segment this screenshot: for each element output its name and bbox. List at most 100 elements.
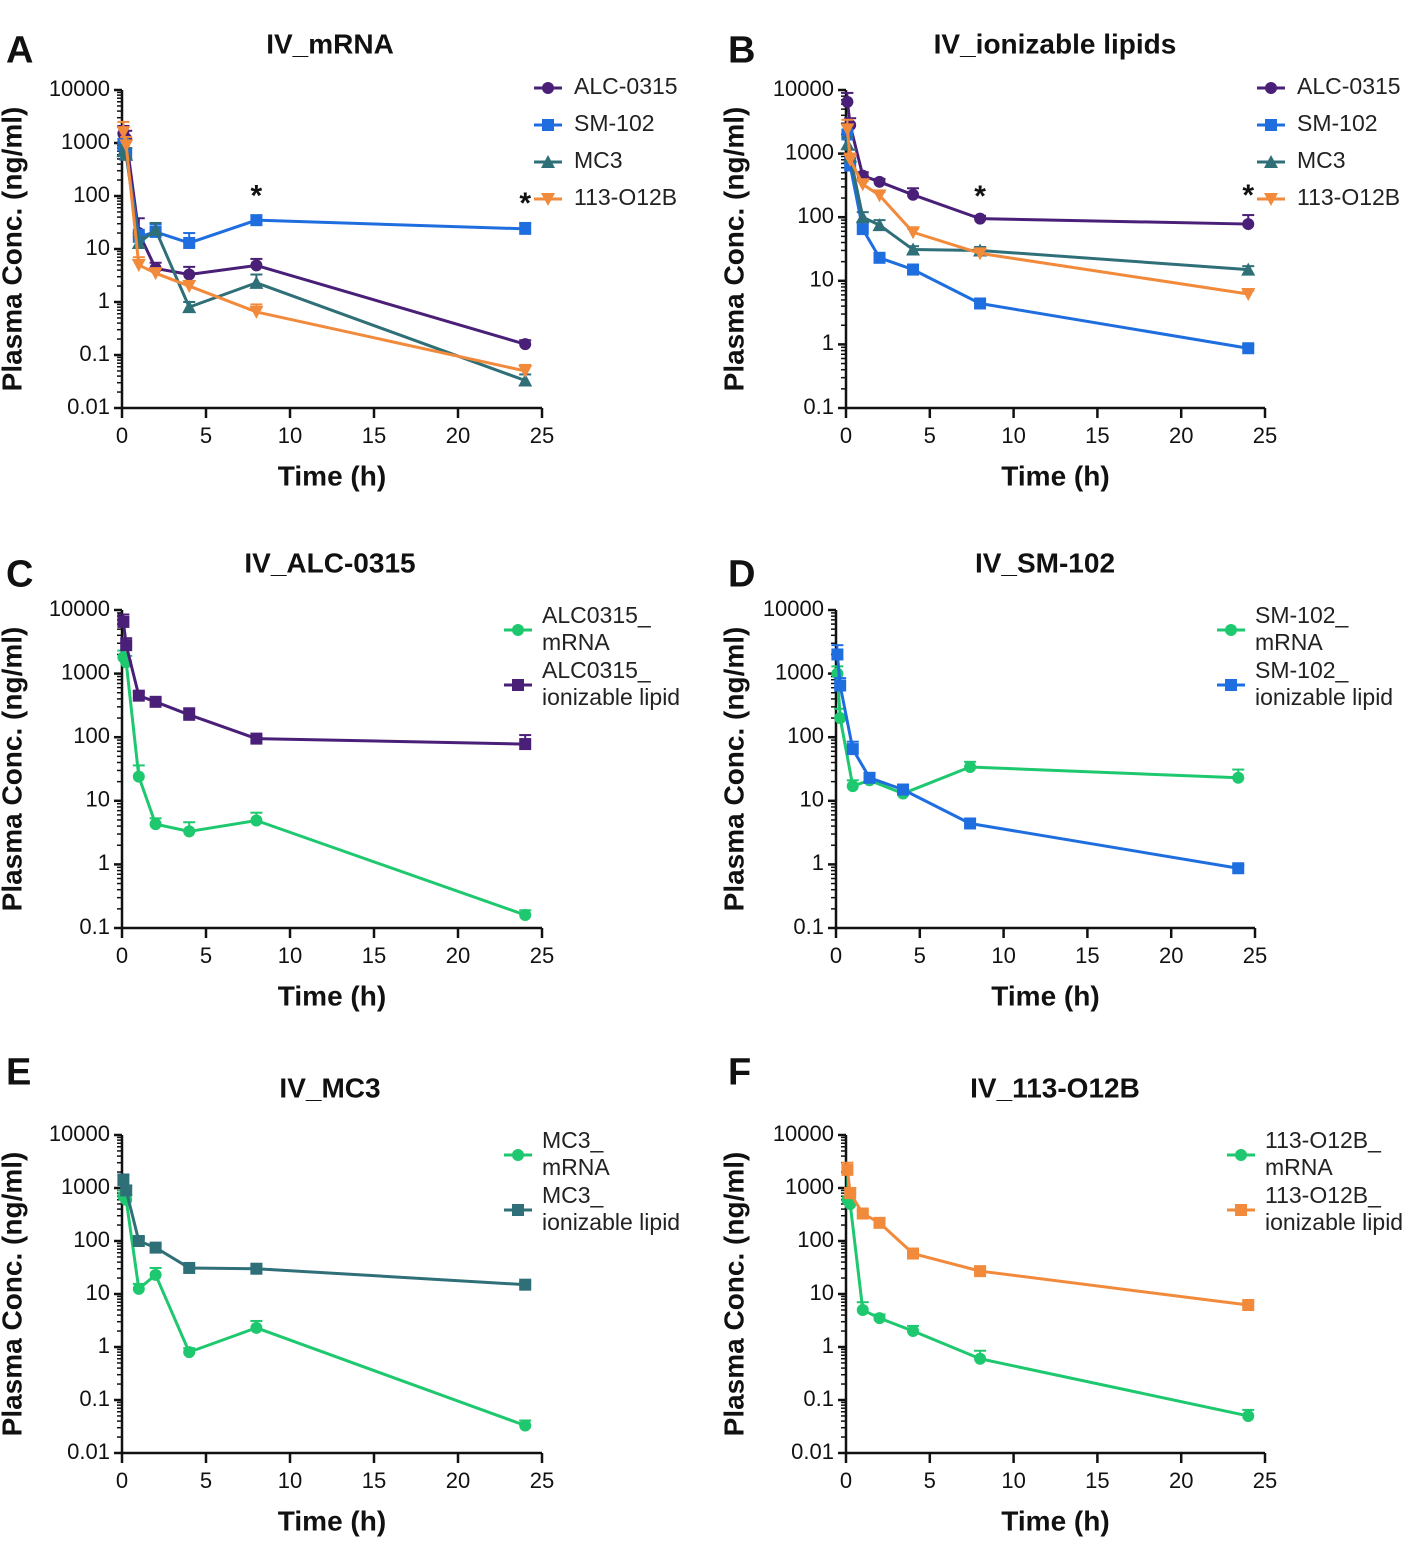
x-tick-label: 0 [830,943,842,968]
series-line [122,150,526,382]
data-point [117,615,130,628]
y-tick-label: 1 [98,288,110,313]
y-tick-label: 0.1 [803,394,834,419]
data-point [518,364,533,378]
data-point [132,1235,145,1247]
x-tick-label: 10 [1001,423,1025,448]
data-point [846,743,859,756]
data-point [872,218,887,232]
x-axis-title: Time (h) [278,980,386,1011]
series-0 [117,649,532,922]
legend-label: ionizable lipid [1265,1209,1403,1235]
chart-title: IV_SM-102 [975,547,1115,578]
data-point [843,153,858,167]
legend-label: 113-O12B [574,184,677,210]
legend-label: SM-102_ [1255,657,1350,683]
data-point [831,648,844,661]
series-line [122,656,526,917]
data-point [840,123,855,137]
legend-label: MC3_ [542,1127,605,1153]
panel-letter: D [728,553,755,595]
y-axis-title: Plasma Conc. (ng/ml) [718,627,749,912]
data-point [872,189,887,203]
data-point [518,373,533,387]
x-tick-label: 5 [200,1468,212,1493]
data-point [183,1261,196,1274]
y-tick-label: 0.1 [79,341,110,366]
x-tick-label: 20 [1169,1468,1193,1493]
data-point [841,95,854,108]
data-point [149,1241,162,1254]
data-point [131,258,146,272]
chart-panel-a: A IV_mRNA 0.01 0.1 1 10 100 1000 10000 0 5 10 15 20 25… [0,28,678,491]
legend-label: SM-102_ [1255,602,1350,628]
data-point [519,338,532,351]
x-tick-label: 25 [530,1468,554,1493]
series-line [846,1198,1249,1418]
y-tick-label: 100 [787,723,824,748]
data-point [907,1325,920,1338]
series-3 [840,118,1256,302]
y-tick-label: 0.1 [79,914,110,939]
significance-marker: * [251,179,263,212]
y-tick-label: 1000 [785,1174,834,1199]
data-point [249,305,264,319]
data-point [148,222,163,236]
series-0 [831,665,1245,800]
data-point [974,297,987,310]
y-tick-label: 10000 [773,76,834,101]
legend-label: mRNA [1255,629,1323,655]
y-axis-title: Plasma Conc. (ng/ml) [718,107,749,392]
data-point [856,1207,869,1220]
x-axis-title: Time (h) [1001,460,1109,491]
legend: ALC-0315 SM-102 MC3 113-O12B [1257,73,1401,210]
y-axis-title: Plasma Conc. (ng/ml) [718,1152,749,1437]
y-axis-title: Plasma Conc. (ng/ml) [0,627,27,912]
data-point [1241,262,1256,276]
y-axis-title: Plasma Conc. (ng/ml) [0,1152,27,1437]
y-tick-label: 1000 [775,659,824,684]
legend-marker [1225,624,1237,636]
data-point [183,1346,196,1359]
data-point [120,639,133,652]
x-tick-label: 5 [924,1468,936,1493]
data-point [856,223,869,236]
y-tick-label: 0.1 [793,914,824,939]
significance-marker: * [974,180,986,213]
x-axis-title: Time (h) [1001,1505,1109,1536]
chart-panel-e: E IV_MC3 0.01 0.1 1 10 100 1000 10000 0 5 10 15 20 25 T… [0,1051,680,1536]
series-1 [117,137,532,249]
legend-marker [512,624,524,636]
data-point [519,909,532,922]
data-point [1242,342,1255,355]
legend-label: SM-102 [1297,110,1378,136]
y-tick-label: 100 [797,1227,834,1252]
x-tick-label: 15 [362,423,386,448]
y-tick-label: 1000 [785,139,834,164]
panel-letter: F [728,1051,751,1093]
chart-title: IV_ALC-0315 [244,547,415,578]
x-tick-label: 10 [991,943,1015,968]
data-point [250,214,263,227]
legend-marker [542,82,554,94]
data-point [183,708,196,721]
data-point [183,268,196,281]
legend-label: mRNA [542,1154,610,1180]
x-tick-label: 5 [200,943,212,968]
x-axis-title: Time (h) [278,460,386,491]
y-tick-label: 0.01 [791,1439,834,1464]
chart-panel-d: D IV_SM-102 0.1 1 10 100 1000 10000 0 5 10 15 20 25 Ti… [718,547,1393,1011]
legend-marker [541,155,555,168]
data-point [841,1163,854,1176]
chart-panel-c: C IV_ALC-0315 0.1 1 10 100 1000 10000 0 5 10 15 20 25… [0,547,680,1011]
chart-title: IV_MC3 [279,1072,380,1103]
legend-label: mRNA [542,629,610,655]
legend-marker [541,193,555,206]
data-point [873,1216,886,1229]
series-0 [117,124,532,351]
y-tick-label: 10000 [763,596,824,621]
data-point [250,814,263,827]
x-axis-title: Time (h) [278,1505,386,1536]
